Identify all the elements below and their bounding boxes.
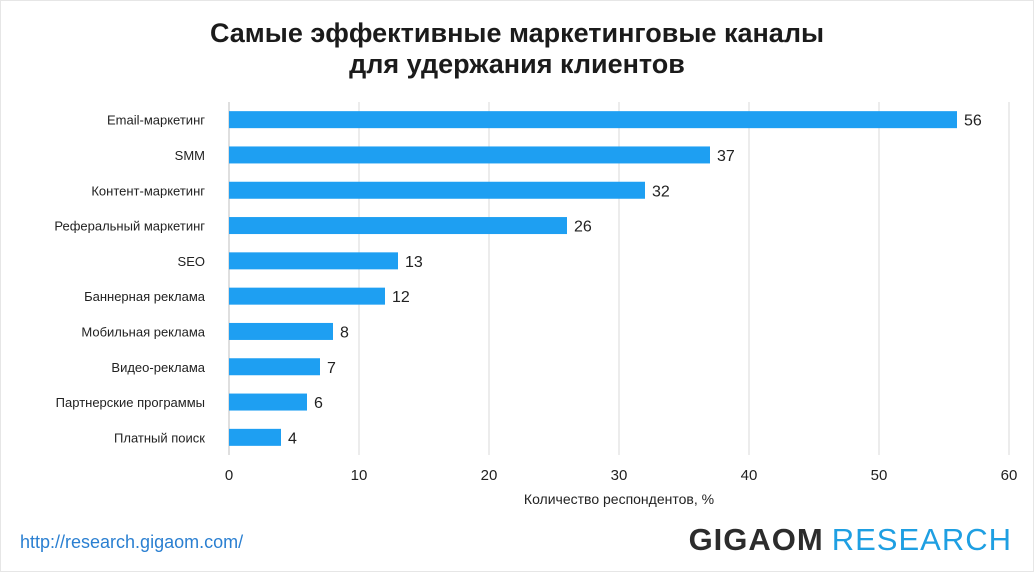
bar — [229, 181, 645, 199]
x-axis-label: Количество респондентов, % — [524, 491, 714, 507]
bar-value-label: 26 — [574, 219, 592, 236]
bar — [229, 252, 398, 270]
x-tick-label: 10 — [351, 467, 368, 484]
bar — [229, 358, 320, 376]
category-label: SMM — [175, 148, 205, 163]
brand-logo-light: RESEARCH — [831, 522, 1012, 557]
bar — [229, 393, 307, 411]
bar-value-label: 7 — [327, 360, 336, 377]
category-label: Реферальный маркетинг — [54, 219, 205, 234]
category-label: Партнерские программы — [56, 395, 205, 410]
bar — [229, 428, 281, 446]
bar-value-label: 4 — [288, 430, 297, 447]
source-link[interactable]: http://research.gigaom.com/ — [20, 532, 244, 552]
bar-value-label: 6 — [314, 395, 323, 412]
bar-value-label: 13 — [405, 254, 423, 271]
category-label: Email-маркетинг — [107, 113, 205, 128]
category-label: Баннерная реклама — [84, 289, 206, 304]
brand-logo: GIGAOM RESEARCH — [689, 522, 1012, 558]
bar-value-label: 37 — [717, 148, 735, 165]
bar — [229, 146, 710, 164]
x-tick-label: 30 — [611, 467, 628, 484]
bar — [229, 287, 385, 305]
category-label: Видео-реклама — [111, 360, 205, 375]
x-tick-label: 60 — [1001, 467, 1018, 484]
x-tick-label: 40 — [741, 467, 758, 484]
category-label: Контент-маркетинг — [91, 183, 205, 198]
x-tick-label: 0 — [225, 467, 233, 484]
brand-logo-bold: GIGAOM — [688, 522, 824, 557]
bar — [229, 111, 957, 129]
bar — [229, 217, 567, 235]
bar-value-label: 32 — [652, 183, 670, 200]
bar-value-label: 8 — [340, 324, 349, 341]
x-tick-label: 50 — [871, 467, 888, 484]
category-label: Мобильная реклама — [81, 324, 205, 339]
bar-value-label: 12 — [392, 289, 410, 306]
bar — [229, 322, 333, 340]
category-label: Платный поиск — [114, 430, 205, 445]
chart-title-line-2: для удержания клиентов — [349, 49, 685, 79]
chart-title: Самые эффективные маркетинговые каналы д… — [0, 18, 1034, 80]
x-tick-label: 20 — [481, 467, 498, 484]
chart-title-line-1: Самые эффективные маркетинговые каналы — [209, 18, 825, 48]
bar-value-label: 56 — [964, 113, 982, 130]
category-label: SEO — [178, 254, 205, 269]
